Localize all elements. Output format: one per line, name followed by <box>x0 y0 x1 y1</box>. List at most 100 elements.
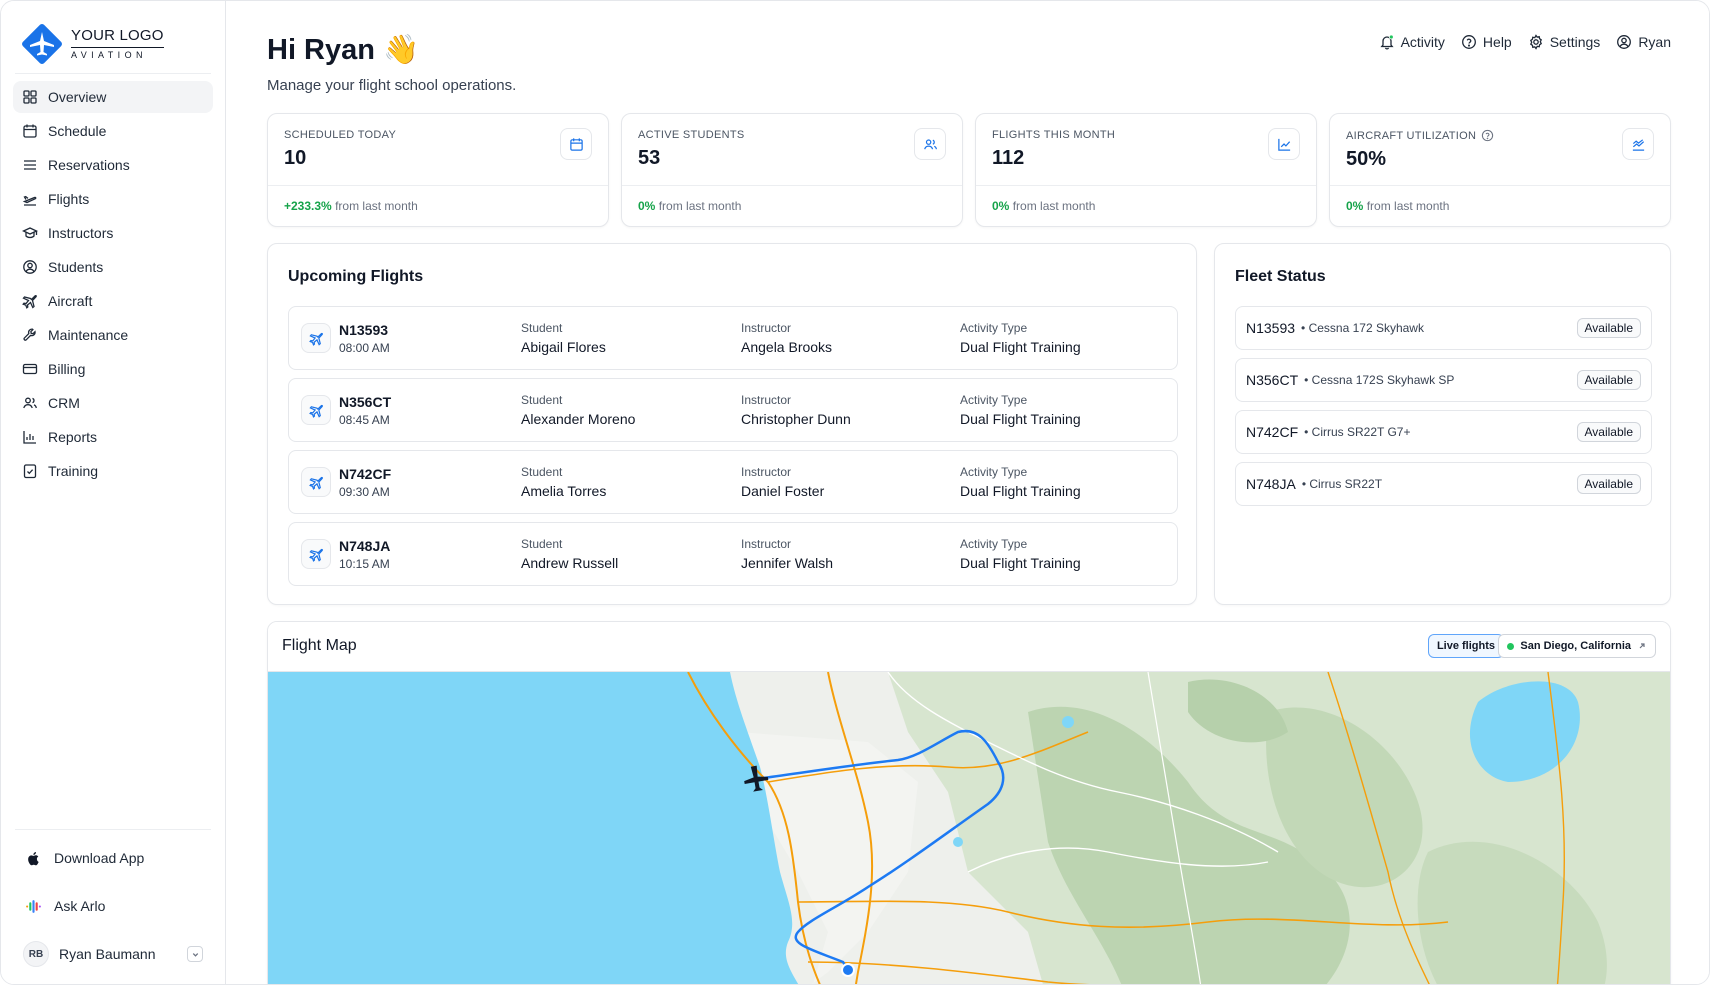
fleet-status-title: Fleet Status <box>1235 268 1326 285</box>
sidebar-item-label: CRM <box>48 395 80 411</box>
stat-card-flights-this-month[interactable]: FLIGHTS THIS MONTH 112 0% from last mont… <box>975 113 1317 227</box>
stat-label: SCHEDULED TODAY <box>284 129 397 141</box>
stat-card-active-students[interactable]: ACTIVE STUDENTS 53 0% from last month <box>621 113 963 227</box>
sidebar-item-aircraft[interactable]: Aircraft <box>13 285 213 317</box>
plane-icon <box>301 467 331 497</box>
sidebar-item-maintenance[interactable]: Maintenance <box>13 319 213 351</box>
help-link[interactable]: Help <box>1461 34 1512 50</box>
location-button[interactable]: San Diego, California <box>1498 634 1656 658</box>
download-app-button[interactable]: Download App <box>15 840 211 876</box>
status-badge: Available <box>1576 318 1641 338</box>
help-circle-icon[interactable] <box>1481 129 1494 142</box>
activity-type: Dual Flight Training <box>960 555 1081 571</box>
sidebar-divider <box>15 73 211 74</box>
flight-registration: N742CF <box>339 466 392 482</box>
flight-map-title: Flight Map <box>282 637 357 654</box>
activity-label: Activity Type <box>960 537 1028 551</box>
stat-label: AIRCRAFT UTILIZATION <box>1346 129 1654 142</box>
road <box>887 672 1279 853</box>
instructor-name: Angela Brooks <box>741 339 833 355</box>
stat-change-value: 0% <box>638 199 656 213</box>
stat-change-value: 0% <box>992 199 1010 213</box>
sidebar-item-flights[interactable]: Flights <box>13 183 213 215</box>
plane-icon <box>301 539 331 569</box>
stat-card-scheduled-today[interactable]: SCHEDULED TODAY 10 +233.3% from last mon… <box>267 113 609 227</box>
ask-arlo-button[interactable]: Ask Arlo <box>15 888 211 924</box>
list-item[interactable]: N748JA 10:15 AM Student Andrew Russell In… <box>288 522 1178 586</box>
wrench-icon <box>23 328 36 341</box>
aircraft-model: • Cessna 172S Skyhawk SP <box>1304 373 1455 387</box>
list-item[interactable]: N356CT 08:45 AM Student Alexander Moreno … <box>288 378 1178 442</box>
profile-link[interactable]: Ryan <box>1616 34 1671 50</box>
flight-student: Student Amelia Torres <box>521 465 606 499</box>
sidebar-item-label: Instructors <box>48 225 114 241</box>
list-item[interactable]: N742CF • Cirrus SR22T G7+ Available <box>1235 410 1652 454</box>
list-item[interactable]: N13593 • Cessna 172 Skyhawk Available <box>1235 306 1652 350</box>
sidebar-item-label: Aircraft <box>48 293 93 309</box>
stat-change-suffix: from last month <box>658 199 742 213</box>
sidebar-item-students[interactable]: Students <box>13 251 213 283</box>
sidebar-item-instructors[interactable]: Instructors <box>13 217 213 249</box>
sidebar-item-reservations[interactable]: Reservations <box>13 149 213 181</box>
stat-label: ACTIVE STUDENTS <box>638 129 745 141</box>
stat-change: +233.3% from last month <box>268 186 608 213</box>
status-badge: Available <box>1576 422 1641 442</box>
sidebar-item-training[interactable]: Training <box>13 455 213 487</box>
live-flights-button[interactable]: Live flights <box>1427 634 1504 658</box>
sidebar-item-schedule[interactable]: Schedule <box>13 115 213 147</box>
list-item[interactable]: N356CT • Cessna 172S Skyhawk SP Availabl… <box>1235 358 1652 402</box>
help-circle-icon <box>1461 35 1476 49</box>
student-name: Alexander Moreno <box>521 411 636 427</box>
instructor-label: Instructor <box>741 537 792 551</box>
chevron-down-icon[interactable] <box>187 946 203 962</box>
sidebar-item-crm[interactable]: CRM <box>13 387 213 419</box>
upcoming-flights-panel: Upcoming Flights N13593 08:00 AM Student… <box>267 243 1197 605</box>
student-name: Andrew Russell <box>521 555 619 571</box>
flight-map[interactable] <box>268 672 1671 985</box>
settings-link[interactable]: Settings <box>1528 34 1600 50</box>
instructor-name: Christopher Dunn <box>741 411 851 427</box>
stat-change: 0% from last month <box>1330 186 1670 213</box>
stat-change-value: 0% <box>1346 199 1364 213</box>
aircraft-model: • Cirrus SR22T <box>1301 477 1383 491</box>
road <box>687 672 821 984</box>
flight-instructor: Instructor Angela Brooks <box>741 321 832 355</box>
student-label: Student <box>521 321 563 335</box>
plane-icon <box>301 323 331 353</box>
lake <box>953 837 963 847</box>
bar-chart-icon <box>23 431 36 444</box>
aircraft-model: • Cirrus SR22T G7+ <box>1304 425 1411 439</box>
activity-link[interactable]: Activity <box>1379 34 1445 50</box>
sidebar-item-billing[interactable]: Billing <box>13 353 213 385</box>
gear-icon <box>1529 34 1542 50</box>
sidebar-item-label: Billing <box>48 361 86 377</box>
road <box>827 672 874 984</box>
stat-card-aircraft-utilization[interactable]: AIRCRAFT UTILIZATION 50% 0% from last mo… <box>1329 113 1671 227</box>
list-item[interactable]: N13593 08:00 AM Student Abigail Flores In… <box>288 306 1178 370</box>
sidebar-nav: Overview Schedule Reservations Flights I… <box>13 81 213 489</box>
stat-label: FLIGHTS THIS MONTH <box>992 129 1116 141</box>
stat-change-suffix: from last month <box>1366 199 1450 213</box>
list-item[interactable]: N748JA • Cirrus SR22T Available <box>1235 462 1652 506</box>
user-menu[interactable]: RB Ryan Baumann <box>15 934 211 974</box>
aircraft-registration: N13593 <box>1246 320 1296 336</box>
apple-icon <box>28 851 39 865</box>
main-content: Hi Ryan 👋 Manage your flight school oper… <box>227 1 1709 985</box>
instructor-name: Daniel Foster <box>741 483 825 499</box>
aircraft-model: • Cessna 172 Skyhawk <box>1301 321 1424 335</box>
grid-icon <box>23 90 37 104</box>
flight-instructor: Instructor Christopher Dunn <box>741 393 851 427</box>
stat-change: 0% from last month <box>976 186 1316 213</box>
road <box>1547 672 1566 984</box>
sidebar-item-overview[interactable]: Overview <box>13 81 213 113</box>
plane-icon <box>301 395 331 425</box>
flight-activity: Activity Type Dual Flight Training <box>960 393 1081 427</box>
student-label: Student <box>521 393 563 407</box>
aircraft-registration: N748JA <box>1246 476 1296 492</box>
terrain-area <box>1188 679 1288 743</box>
list-item[interactable]: N742CF 09:30 AM Student Amelia Torres Ins… <box>288 450 1178 514</box>
sidebar-item-reports[interactable]: Reports <box>13 421 213 453</box>
road <box>967 847 1269 873</box>
brand-logo[interactable]: YOUR LOGO AVIATION <box>21 23 164 65</box>
flight-student: Student Alexander Moreno <box>521 393 635 427</box>
